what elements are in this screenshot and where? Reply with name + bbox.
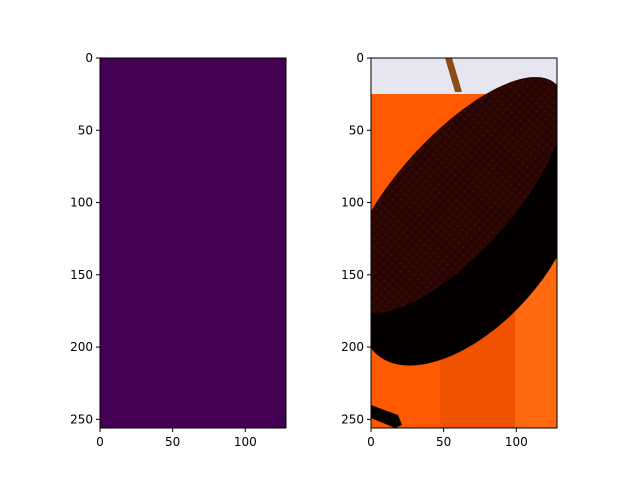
right-ytick-label: 0 <box>356 51 364 65</box>
right-xtick-label: 100 <box>505 435 528 449</box>
left-xtick-label: 50 <box>165 435 180 449</box>
photo-object-leg <box>520 220 532 287</box>
right-photo-image <box>371 58 557 428</box>
left-xtick-label: 0 <box>96 435 104 449</box>
right-axes-ticks: 0 50 100 0 50 100 150 200 250 <box>341 51 528 449</box>
left-ytick-label: 200 <box>70 340 93 354</box>
left-axes-ticks: 0 50 100 0 50 100 150 200 250 <box>70 51 257 449</box>
left-axes-frame <box>99 57 287 429</box>
left-ytick-label: 0 <box>85 51 93 65</box>
right-photo-axes: 0 50 100 0 50 100 150 200 250 <box>341 51 558 449</box>
left-ytick-label: 250 <box>70 412 93 426</box>
right-ytick-label: 250 <box>341 412 364 426</box>
photo-object-foot <box>371 405 402 428</box>
left-ytick-label: 150 <box>70 268 93 282</box>
right-axes-frame <box>370 57 558 429</box>
right-ytick-label: 150 <box>341 268 364 282</box>
photo-object-top <box>371 76 557 314</box>
right-ytick-label: 100 <box>341 196 364 210</box>
left-ytick-label: 50 <box>78 123 93 137</box>
left-heatmap-image <box>100 58 286 428</box>
photo-stick <box>445 58 462 92</box>
left-ytick-label: 100 <box>70 196 93 210</box>
right-ytick-label: 50 <box>349 123 364 137</box>
right-ytick-label: 200 <box>341 340 364 354</box>
right-xtick-label: 0 <box>367 435 375 449</box>
left-heatmap-axes: 0 50 100 0 50 100 150 200 250 <box>70 51 287 449</box>
left-xtick-label: 100 <box>234 435 257 449</box>
right-xtick-label: 50 <box>436 435 451 449</box>
